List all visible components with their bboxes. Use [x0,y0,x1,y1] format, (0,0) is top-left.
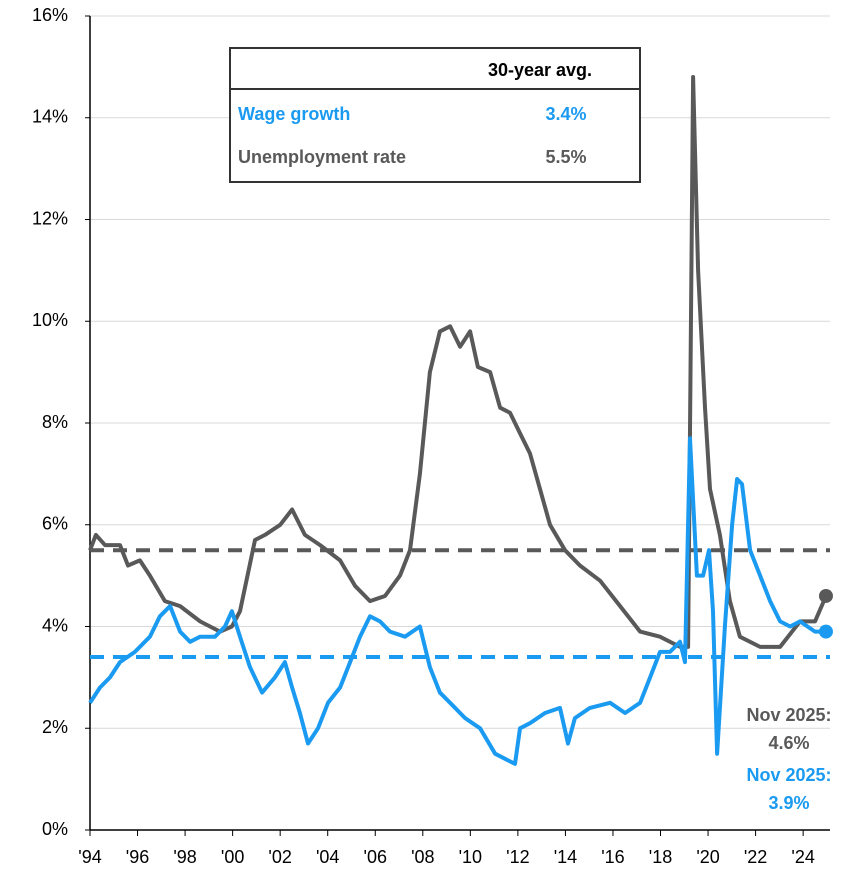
series-line [88,75,828,649]
end-value-label: 3.9% [768,793,809,813]
x-tick-label: '04 [316,847,339,867]
y-tick-label: 8% [42,412,68,432]
x-tick-label: '02 [268,847,291,867]
y-tick-label: 16% [32,5,68,25]
end-label: Nov 2025: [746,765,831,785]
y-tick-label: 14% [32,107,68,127]
y-tick-label: 4% [42,615,68,635]
x-tick-label: '00 [221,847,244,867]
legend-label: Wage growth [238,104,350,124]
x-tick-label: '12 [506,847,529,867]
x-tick-label: '96 [126,847,149,867]
y-tick-label: 12% [32,208,68,228]
x-tick-label: '24 [791,847,814,867]
average-value: 3.4% [545,104,586,124]
x-tick-label: '20 [696,847,719,867]
x-tick-label: '06 [364,847,387,867]
y-tick-label: 0% [42,819,68,839]
legend-label: Unemployment rate [238,147,406,167]
y-tick-label: 2% [42,717,68,737]
series-line [88,436,826,766]
x-tick-label: '08 [411,847,434,867]
x-tick-label: '10 [459,847,482,867]
end-label: Nov 2025: [746,705,831,725]
y-tick-label: 10% [32,310,68,330]
y-tick-label: 6% [42,514,68,534]
x-tick-label: '94 [78,847,101,867]
x-tick-label: '14 [554,847,577,867]
x-tick-label: '98 [173,847,196,867]
end-value-label: 4.6% [768,733,809,753]
table-header: 30-year avg. [488,60,592,80]
x-tick-label: '16 [601,847,624,867]
average-value: 5.5% [545,147,586,167]
table-box [229,47,641,183]
x-tick-label: '18 [649,847,672,867]
end-marker [818,588,833,603]
x-tick-label: '22 [744,847,767,867]
end-marker [818,624,833,639]
